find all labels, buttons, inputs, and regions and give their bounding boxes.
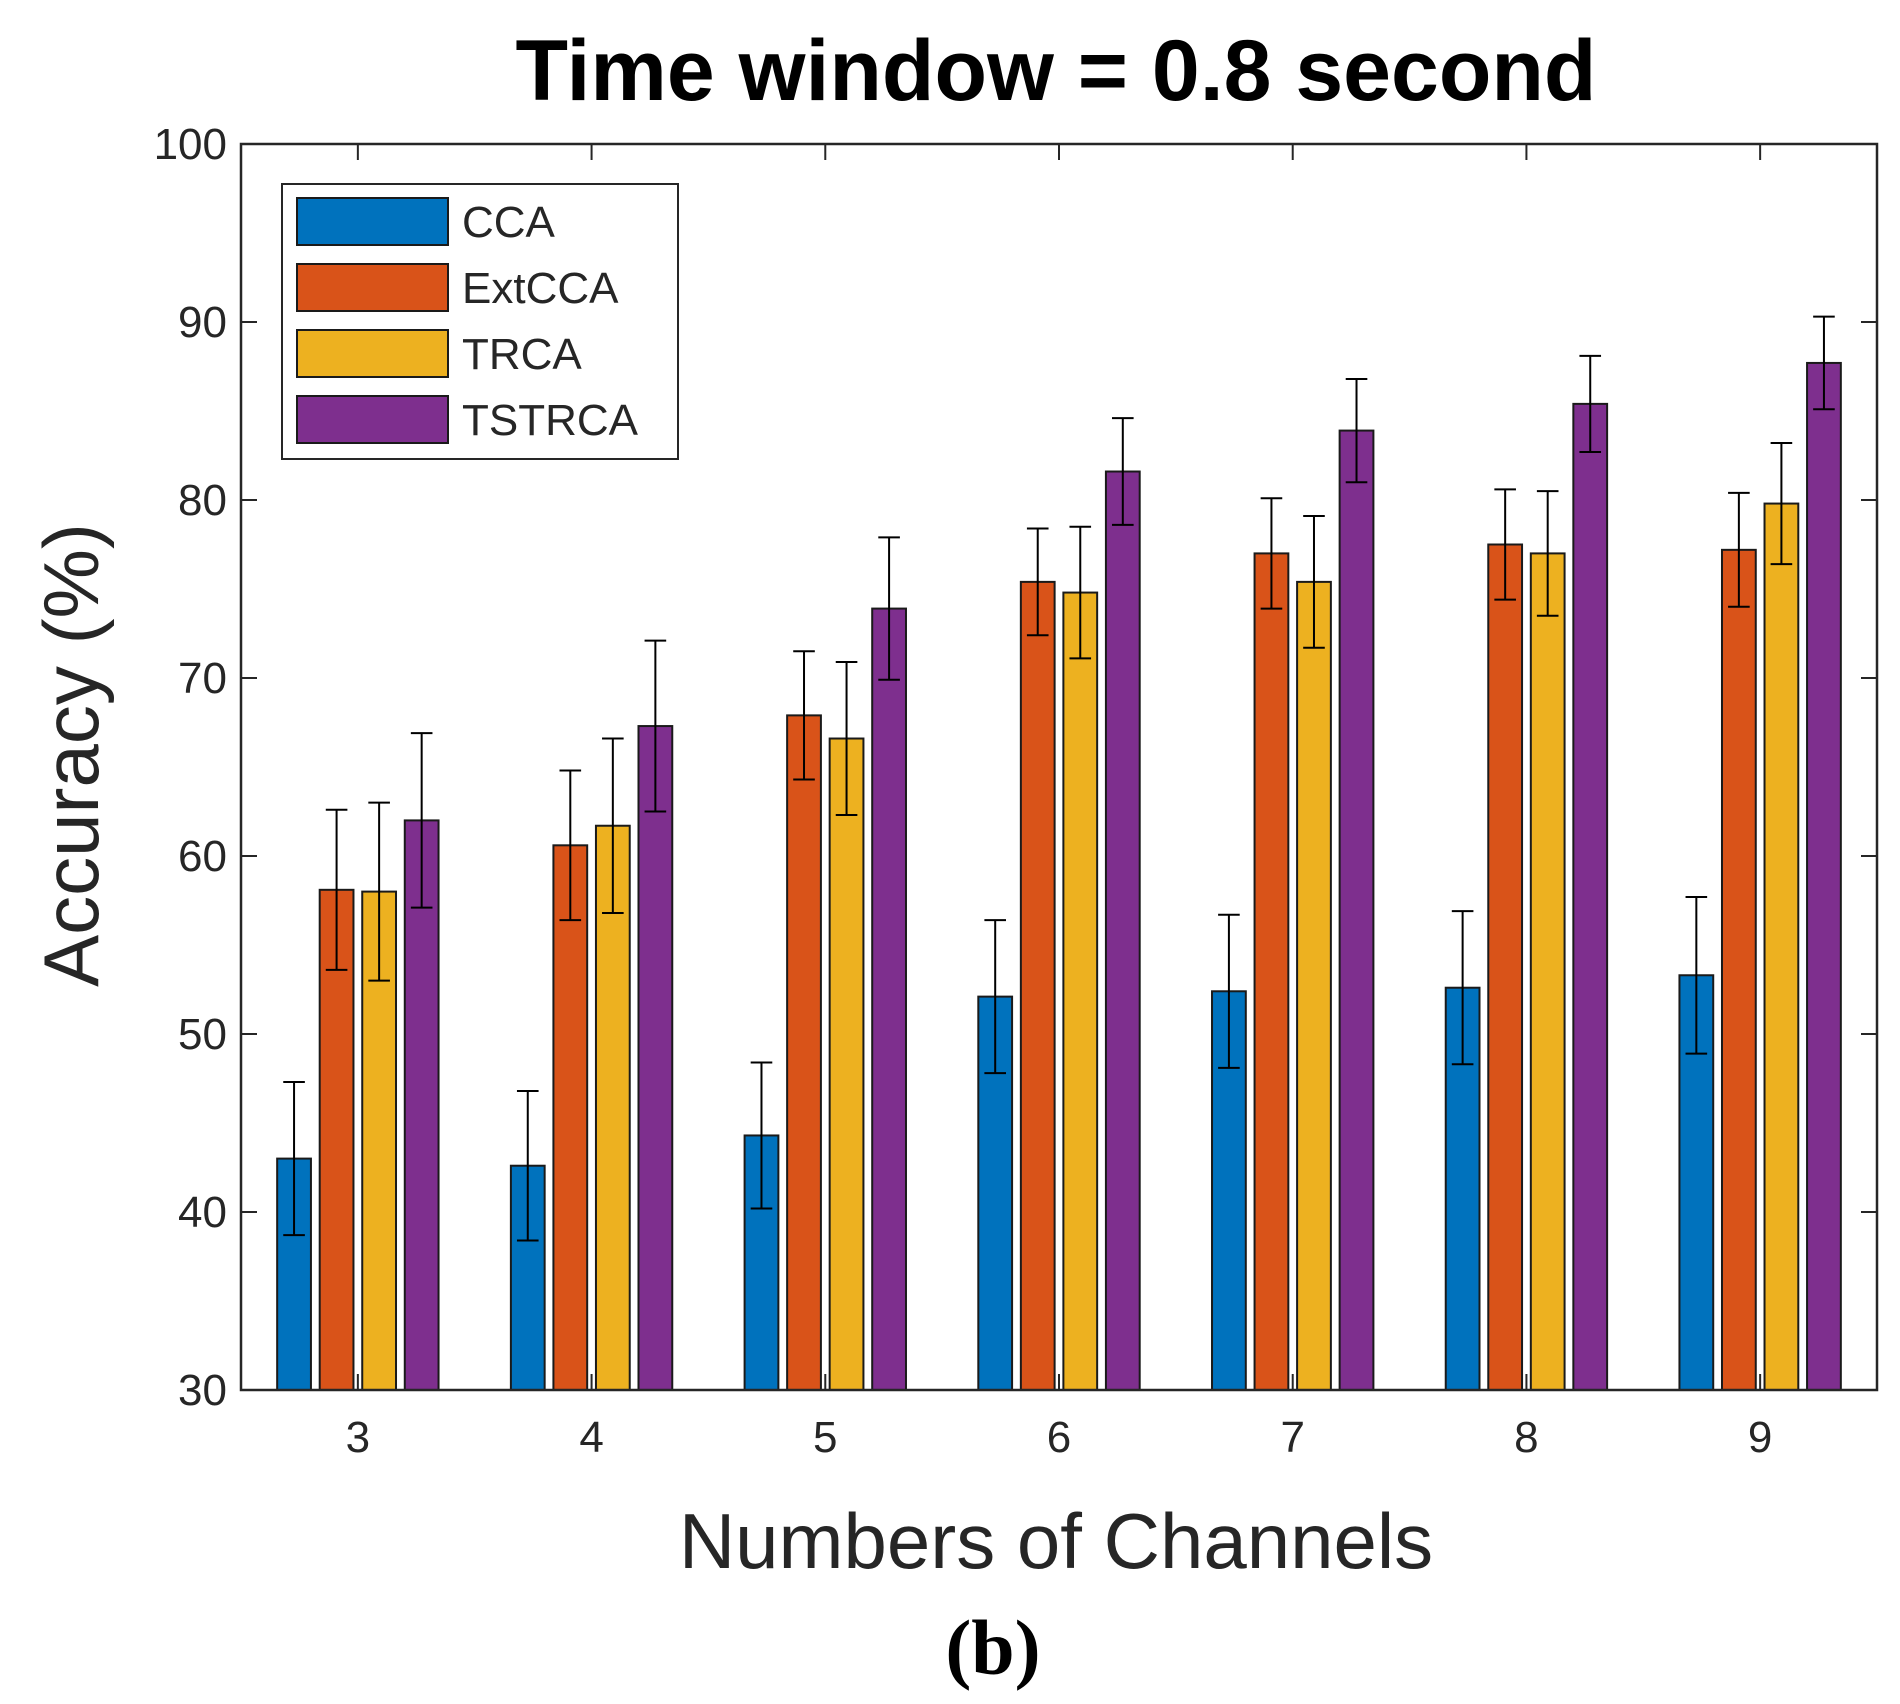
bar-extcca-5 xyxy=(786,714,822,1391)
x-tick-label: 7 xyxy=(1280,1413,1304,1462)
y-tick-label: 100 xyxy=(154,120,227,169)
bar-trca-6 xyxy=(1062,591,1099,1391)
x-axis-label: Numbers of Channels xyxy=(679,1497,1433,1585)
y-tick-label: 40 xyxy=(178,1188,227,1237)
x-tick-label: 5 xyxy=(813,1413,837,1462)
bar-extcca-7 xyxy=(1253,552,1290,1391)
y-tick-label: 50 xyxy=(178,1010,227,1059)
bar-tstrca-7 xyxy=(1338,429,1375,1391)
legend-swatch-trca xyxy=(296,329,449,378)
bar-trca-7 xyxy=(1296,580,1332,1391)
legend-label-trca: TRCA xyxy=(462,330,582,379)
legend-swatch-cca xyxy=(296,197,449,246)
legend-swatch-extcca xyxy=(296,263,449,312)
y-tick-label: 60 xyxy=(178,832,227,881)
bar-tstrca-9 xyxy=(1806,361,1842,1392)
y-tick-label: 80 xyxy=(178,476,227,525)
x-tick-label: 4 xyxy=(579,1413,603,1462)
x-tick-label: 8 xyxy=(1514,1413,1538,1462)
bar-extcca-4 xyxy=(552,844,589,1391)
y-tick-label: 70 xyxy=(178,654,227,703)
legend-swatch-tstrca xyxy=(296,395,449,444)
legend-label-cca: CCA xyxy=(462,198,556,247)
bar-tstrca-8 xyxy=(1572,402,1609,1391)
bar-trca-9 xyxy=(1763,502,1800,1391)
bar-tstrca-6 xyxy=(1104,470,1141,1391)
legend-label-tstrca: TSTRCA xyxy=(462,396,639,445)
x-tick-label: 3 xyxy=(346,1413,370,1462)
y-tick-label: 90 xyxy=(178,298,227,347)
chart-title: Time window = 0.8 second xyxy=(516,23,1597,119)
figure-caption: (b) xyxy=(945,1604,1040,1691)
y-axis-label: Accuracy (%) xyxy=(27,523,115,987)
axis-ticks-layer: 30 40 50 60 70 80 90 100 3 4 5 6 7 8 9 xyxy=(154,120,1877,1462)
bars-layer xyxy=(276,361,1842,1392)
bar-extcca-8 xyxy=(1487,543,1524,1391)
legend-label-extcca: ExtCCA xyxy=(462,264,619,313)
x-tick-label: 6 xyxy=(1047,1413,1071,1462)
x-tick-label: 9 xyxy=(1748,1413,1772,1462)
bar-trca-8 xyxy=(1529,552,1566,1391)
bar-tstrca-5 xyxy=(871,607,907,1391)
bar-extcca-6 xyxy=(1019,580,1056,1391)
bar-tstrca-4 xyxy=(637,725,674,1391)
y-tick-label: 30 xyxy=(178,1366,227,1415)
bar-trca-5 xyxy=(828,737,865,1391)
error-bars-layer xyxy=(283,315,1835,1242)
legend: CCA ExtCCA TRCA TSTRCA xyxy=(281,183,679,460)
plot-area-frame xyxy=(239,142,1879,1392)
bar-extcca-9 xyxy=(1720,548,1757,1391)
